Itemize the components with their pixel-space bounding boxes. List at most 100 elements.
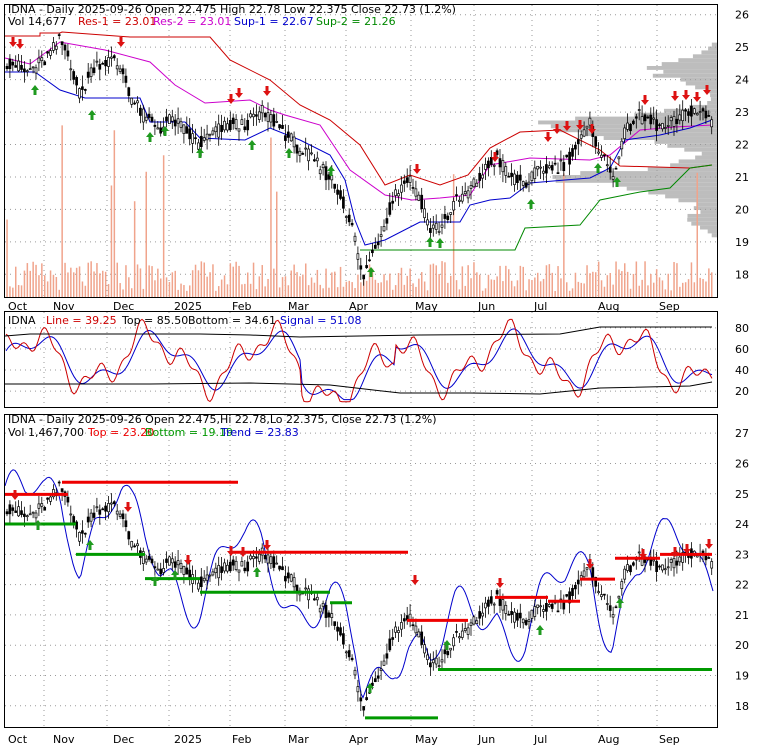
- volume-bar: [281, 277, 284, 297]
- main-candle-body: [489, 157, 493, 165]
- osc-signal-label: Signal = 51.08: [280, 314, 362, 327]
- trend-candle-body: [156, 568, 160, 571]
- main-candle-body: [234, 119, 238, 129]
- trend-candle-body: [582, 570, 586, 578]
- main-candle-body: [518, 174, 522, 181]
- trend-candle-body: [144, 558, 148, 563]
- trend-candle-body: [429, 662, 432, 668]
- main-candle-body: [211, 130, 215, 135]
- main-candle-body: [72, 71, 76, 80]
- trend-candle-body: [489, 596, 493, 604]
- volume-bar: [554, 290, 556, 297]
- trend-candle-body: [568, 591, 571, 604]
- main-x-tick-label: Dec: [113, 300, 134, 313]
- volume-profile-bar: [700, 225, 717, 230]
- volume-profile-bar: [707, 101, 717, 105]
- volume-profile-bar: [696, 202, 717, 207]
- volume-profile-bar: [685, 81, 717, 86]
- volume-bar: [305, 263, 307, 297]
- trend-candle-body: [46, 497, 49, 500]
- volume-bar: [684, 282, 687, 297]
- volume-bar: [273, 268, 275, 297]
- volume-bar: [629, 288, 632, 297]
- main-candle-body: [95, 60, 99, 63]
- sell-arrow: [639, 549, 647, 559]
- trend-candle-body: [478, 611, 482, 619]
- volume-bar: [392, 289, 394, 297]
- volume-bar: [293, 264, 295, 297]
- volume-bar: [17, 285, 20, 297]
- main-candle-body: [289, 133, 293, 142]
- volume-bar: [423, 281, 426, 297]
- volume-bar: [383, 274, 385, 297]
- volume-profile-bar: [556, 128, 717, 133]
- trend-candle-body: [197, 582, 200, 590]
- volume-bar: [270, 137, 272, 297]
- trend-candle-body: [426, 654, 429, 661]
- main-candle-body: [66, 50, 70, 57]
- main-candle-body: [266, 112, 270, 122]
- main-y-tick-label: 24: [735, 74, 749, 87]
- trend-candle-body: [127, 531, 131, 540]
- volume-bar: [548, 264, 551, 297]
- volume-bar: [621, 271, 623, 297]
- main-candle-body: [295, 144, 299, 154]
- trend-candle-body: [672, 557, 676, 569]
- trend-candle-body: [542, 609, 545, 612]
- volume-profile-bar: [626, 186, 717, 191]
- trend-candle-body: [147, 555, 151, 560]
- osc-top-line: [4, 326, 712, 338]
- trend-candle-body: [681, 552, 685, 563]
- trend-candle-body: [356, 686, 360, 693]
- volume-bar: [679, 286, 681, 297]
- trend-candle-body: [391, 637, 395, 640]
- volume-bar: [189, 285, 191, 297]
- volume-bar: [183, 285, 185, 297]
- volume-bar: [339, 266, 342, 297]
- volume-bar: [516, 280, 519, 297]
- volume-bar: [658, 277, 661, 297]
- volume-bar: [412, 283, 414, 297]
- trend-y-tick-label: 26: [735, 457, 749, 470]
- main-candle-body: [429, 227, 432, 233]
- volume-profile-bar: [695, 155, 717, 160]
- main-candle-body: [469, 185, 473, 189]
- trend-candle-body: [707, 557, 711, 559]
- volume-bar: [110, 185, 113, 297]
- volume-bar: [441, 261, 443, 297]
- buy-arrow: [171, 570, 179, 580]
- volume-bar: [429, 264, 432, 297]
- main-candle-body: [110, 56, 113, 59]
- trend-candle-body: [617, 595, 621, 599]
- volume-bar: [641, 279, 643, 297]
- trend-candle-body: [576, 579, 580, 585]
- sup1-line: [5, 71, 713, 246]
- trend-candle-body: [498, 597, 502, 606]
- volume-bar: [46, 281, 49, 297]
- volume-bar: [35, 264, 37, 297]
- volume-bar: [96, 263, 98, 297]
- trend-candle-body: [182, 565, 186, 575]
- main-candle-body: [75, 77, 78, 86]
- volume-bar: [389, 273, 391, 297]
- trend-candle-body: [110, 502, 113, 505]
- volume-bar: [276, 191, 278, 297]
- sup2-label: Sup-2 = 21.26: [316, 15, 396, 28]
- trend-candle-body: [43, 507, 47, 511]
- volume-bar: [200, 261, 203, 297]
- volume-bar: [461, 266, 464, 297]
- sell-arrow: [563, 121, 571, 131]
- main-candle-body: [704, 110, 708, 119]
- main-candle-body: [159, 127, 163, 134]
- volume-bar: [336, 287, 339, 297]
- trend-candle-body: [536, 604, 540, 608]
- volume-bar: [545, 265, 548, 297]
- volume-bar: [682, 282, 684, 297]
- volume-bar: [55, 277, 58, 297]
- trend-candle-body: [257, 553, 261, 562]
- buy-arrow: [88, 110, 96, 120]
- volume-bar: [609, 272, 611, 297]
- trend-candle-body: [211, 571, 215, 576]
- main-candle-body: [501, 160, 505, 173]
- volume-bar: [136, 264, 139, 297]
